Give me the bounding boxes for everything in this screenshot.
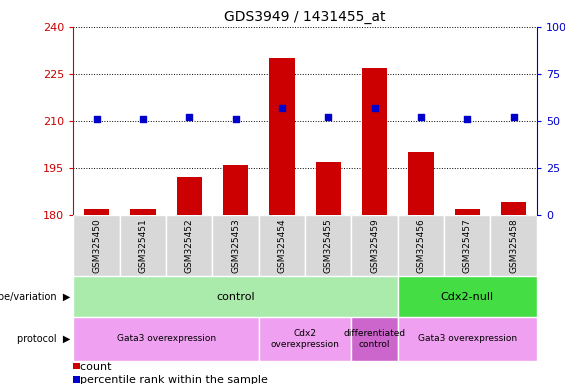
Point xyxy=(185,114,194,120)
Text: GSM325457: GSM325457 xyxy=(463,218,472,273)
Point xyxy=(509,114,518,120)
Text: Cdx2
overexpression: Cdx2 overexpression xyxy=(271,329,340,349)
Bar xyxy=(176,177,202,215)
Text: GSM325458: GSM325458 xyxy=(509,218,518,273)
Bar xyxy=(259,317,351,361)
Text: GSM325455: GSM325455 xyxy=(324,218,333,273)
Bar xyxy=(73,215,120,276)
Bar xyxy=(362,68,388,215)
Bar xyxy=(398,276,537,317)
Bar xyxy=(501,202,527,215)
Bar xyxy=(454,209,480,215)
Text: GSM325454: GSM325454 xyxy=(277,218,286,273)
Bar xyxy=(73,317,259,361)
Point xyxy=(231,116,240,122)
Text: GSM325453: GSM325453 xyxy=(231,218,240,273)
Text: GSM325451: GSM325451 xyxy=(138,218,147,273)
Bar xyxy=(315,162,341,215)
Text: protocol  ▶: protocol ▶ xyxy=(18,334,71,344)
Text: GSM325459: GSM325459 xyxy=(370,218,379,273)
Bar xyxy=(84,209,110,215)
Bar xyxy=(444,215,490,276)
Text: Gata3 overexpression: Gata3 overexpression xyxy=(418,334,517,343)
Point xyxy=(463,116,472,122)
Point xyxy=(277,105,286,111)
Point xyxy=(416,114,425,120)
Bar xyxy=(351,317,398,361)
Bar xyxy=(269,58,295,215)
Text: differentiated
control: differentiated control xyxy=(344,329,406,349)
Bar xyxy=(73,362,80,369)
Bar xyxy=(351,215,398,276)
Bar xyxy=(408,152,434,215)
Point xyxy=(138,116,147,122)
Text: GSM325452: GSM325452 xyxy=(185,218,194,273)
Point xyxy=(370,105,379,111)
Bar xyxy=(259,215,305,276)
Text: count: count xyxy=(73,362,112,372)
Bar xyxy=(398,317,537,361)
Text: Gata3 overexpression: Gata3 overexpression xyxy=(116,334,216,343)
Text: genotype/variation  ▶: genotype/variation ▶ xyxy=(0,291,71,302)
Bar xyxy=(73,376,80,383)
Text: GSM325456: GSM325456 xyxy=(416,218,425,273)
Bar xyxy=(212,215,259,276)
Point xyxy=(92,116,101,122)
Text: control: control xyxy=(216,291,255,302)
Point xyxy=(324,114,333,120)
Text: percentile rank within the sample: percentile rank within the sample xyxy=(73,375,268,384)
Bar xyxy=(166,215,212,276)
Bar xyxy=(223,165,249,215)
Bar xyxy=(305,215,351,276)
Text: GSM325450: GSM325450 xyxy=(92,218,101,273)
Bar xyxy=(130,209,156,215)
Bar xyxy=(73,276,398,317)
Bar xyxy=(120,215,166,276)
Text: Cdx2-null: Cdx2-null xyxy=(441,291,494,302)
Title: GDS3949 / 1431455_at: GDS3949 / 1431455_at xyxy=(224,10,386,25)
Bar xyxy=(490,215,537,276)
Bar xyxy=(398,215,444,276)
